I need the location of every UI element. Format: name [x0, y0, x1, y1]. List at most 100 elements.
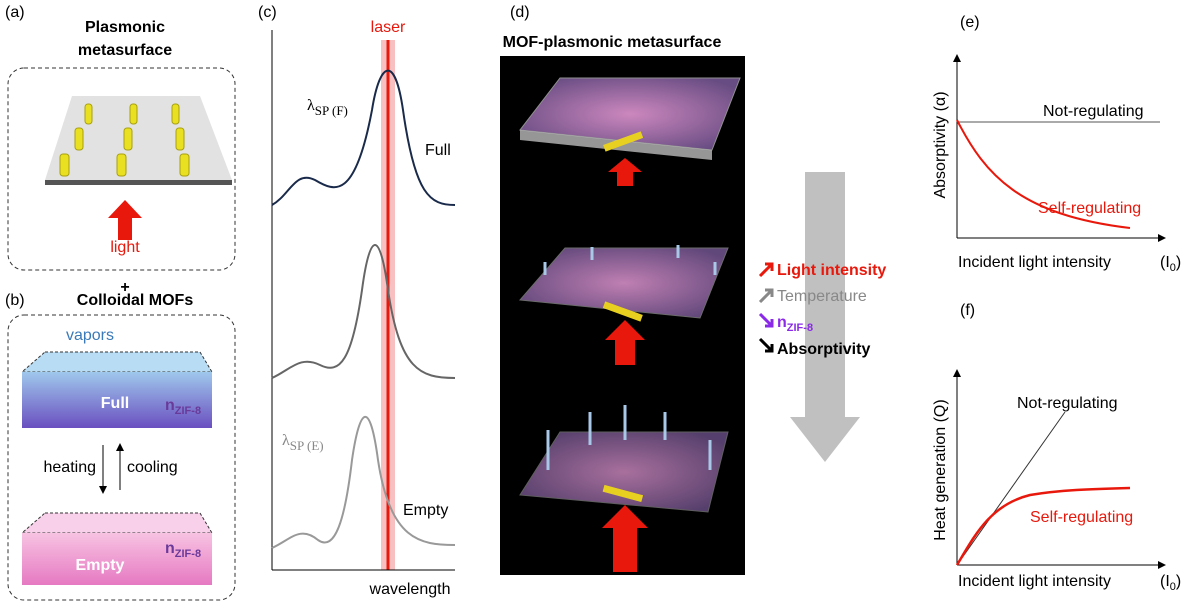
laser-label: laser	[371, 19, 406, 36]
light-arrow	[605, 320, 645, 365]
arrow-label: light	[110, 239, 140, 256]
y-label: Heat generation (Q)	[932, 399, 949, 540]
trend-arrow	[805, 172, 845, 417]
light-arrow	[608, 158, 642, 186]
n-subscript: ZIF-8	[787, 322, 813, 334]
n-symbol: n	[165, 540, 175, 557]
spectrum-full	[271, 69, 456, 206]
mof-top	[20, 512, 213, 534]
nanorod	[602, 484, 644, 503]
vapors-label: vapors	[66, 327, 114, 344]
lambda: λ	[282, 432, 290, 449]
path	[758, 312, 774, 328]
lambda-label: λSP (E)	[282, 432, 324, 453]
metasurface-edge	[45, 180, 232, 185]
state-label: Full	[425, 142, 451, 159]
x-unit-part: )	[1176, 254, 1181, 271]
rect	[84, 103, 93, 125]
curve-label: Self-regulating	[1030, 509, 1133, 526]
panel-b: (b) Colloidal MOFs vapors Full nZIF-8 he…	[5, 292, 236, 601]
rect	[179, 153, 190, 177]
rect	[129, 103, 138, 125]
rect	[175, 127, 185, 151]
rect	[74, 127, 84, 151]
nanorod	[602, 301, 643, 322]
cooling-label: cooling	[127, 459, 178, 476]
vapor-arrows	[543, 245, 717, 470]
x-unit-part: (I	[1160, 254, 1170, 271]
legend-entry: Temperature	[777, 288, 867, 305]
rect	[123, 127, 133, 151]
x-unit-part: )	[1176, 573, 1181, 590]
nanorod	[603, 131, 644, 152]
x-unit-sub: 0	[1170, 262, 1176, 274]
mof-top	[20, 351, 213, 373]
x-label: wavelength	[369, 581, 451, 598]
n-symbol: n	[777, 314, 787, 331]
panel-label: (f)	[960, 302, 975, 319]
light-arrow	[602, 505, 648, 572]
x-label: Incident light intensity	[958, 573, 1111, 590]
x-unit-part: (I	[1160, 573, 1170, 590]
x-unit: (I0)	[1160, 254, 1181, 274]
n-symbol: n	[165, 397, 175, 414]
subscript: SP (E)	[290, 438, 324, 453]
nanorods	[59, 103, 190, 177]
curve-label: Self-regulating	[1038, 200, 1141, 217]
panel-label: (b)	[5, 292, 25, 309]
panel-f: (f) Not-regulating Self-regulating Heat …	[932, 302, 1181, 593]
path	[758, 262, 774, 278]
panel-title: MOF-plasmonic metasurface	[503, 34, 722, 51]
heating-label: heating	[44, 459, 97, 476]
panel-title: Colloidal MOFs	[77, 292, 194, 309]
panel-label: (a)	[5, 4, 25, 21]
rect	[59, 153, 70, 177]
panel-a: (a) Plasmonic metasurface light +	[5, 4, 236, 296]
x-unit: (I0)	[1160, 573, 1181, 593]
light-arrow	[108, 200, 142, 240]
panel-e: (e) Not-regulating Self-regulating Absor…	[932, 14, 1181, 274]
legend-arrows	[758, 262, 774, 353]
subscript: SP (F)	[315, 103, 348, 118]
state-label: Empty	[76, 557, 125, 574]
rect	[116, 153, 127, 177]
spectrum-mid	[271, 244, 456, 379]
panel-label: (d)	[510, 4, 530, 21]
not-regulating-line	[956, 411, 1066, 566]
trend-arrow-head	[790, 417, 860, 462]
panel-d: (d) MOF-plasmonic metasurface Light inte…	[500, 4, 886, 575]
state-label: Empty	[403, 502, 448, 519]
n-subscript: ZIF-8	[175, 405, 201, 417]
x-unit-sub: 0	[1170, 581, 1176, 593]
legend-entry: Light intensity	[777, 262, 886, 279]
lambda-label: λSP (F)	[307, 97, 348, 118]
spectrum-empty	[271, 415, 456, 549]
curve-label: Not-regulating	[1043, 103, 1144, 120]
legend-entry: Absorptivity	[777, 341, 870, 358]
metasurface	[45, 96, 232, 180]
curve-label: Not-regulating	[1017, 395, 1118, 412]
path	[758, 288, 774, 304]
rect	[171, 103, 180, 125]
panel-c: (c) laser λSP (F) Full λSP (E) Empty wav…	[258, 4, 456, 598]
n-label: nZIF-8	[165, 540, 201, 560]
panel-label: (e)	[960, 14, 980, 31]
self-regulating-curve	[956, 119, 1131, 229]
state-label: Full	[101, 395, 129, 412]
legend-entry: nZIF-8	[777, 314, 813, 334]
y-label: Absorptivity (α)	[932, 91, 949, 198]
x-label: Incident light intensity	[958, 254, 1111, 271]
path	[758, 337, 774, 353]
panel-title: metasurface	[78, 42, 172, 59]
mof-full	[22, 372, 212, 428]
n-subscript: ZIF-8	[175, 548, 201, 560]
self-regulating-curve	[955, 486, 1131, 566]
plus-sign: +	[120, 279, 129, 296]
panel-label: (c)	[258, 4, 277, 21]
panel-title: Plasmonic	[85, 19, 165, 36]
frame	[7, 314, 236, 601]
mof-empty	[22, 533, 212, 585]
lambda: λ	[307, 97, 315, 114]
n-label: nZIF-8	[165, 397, 201, 417]
